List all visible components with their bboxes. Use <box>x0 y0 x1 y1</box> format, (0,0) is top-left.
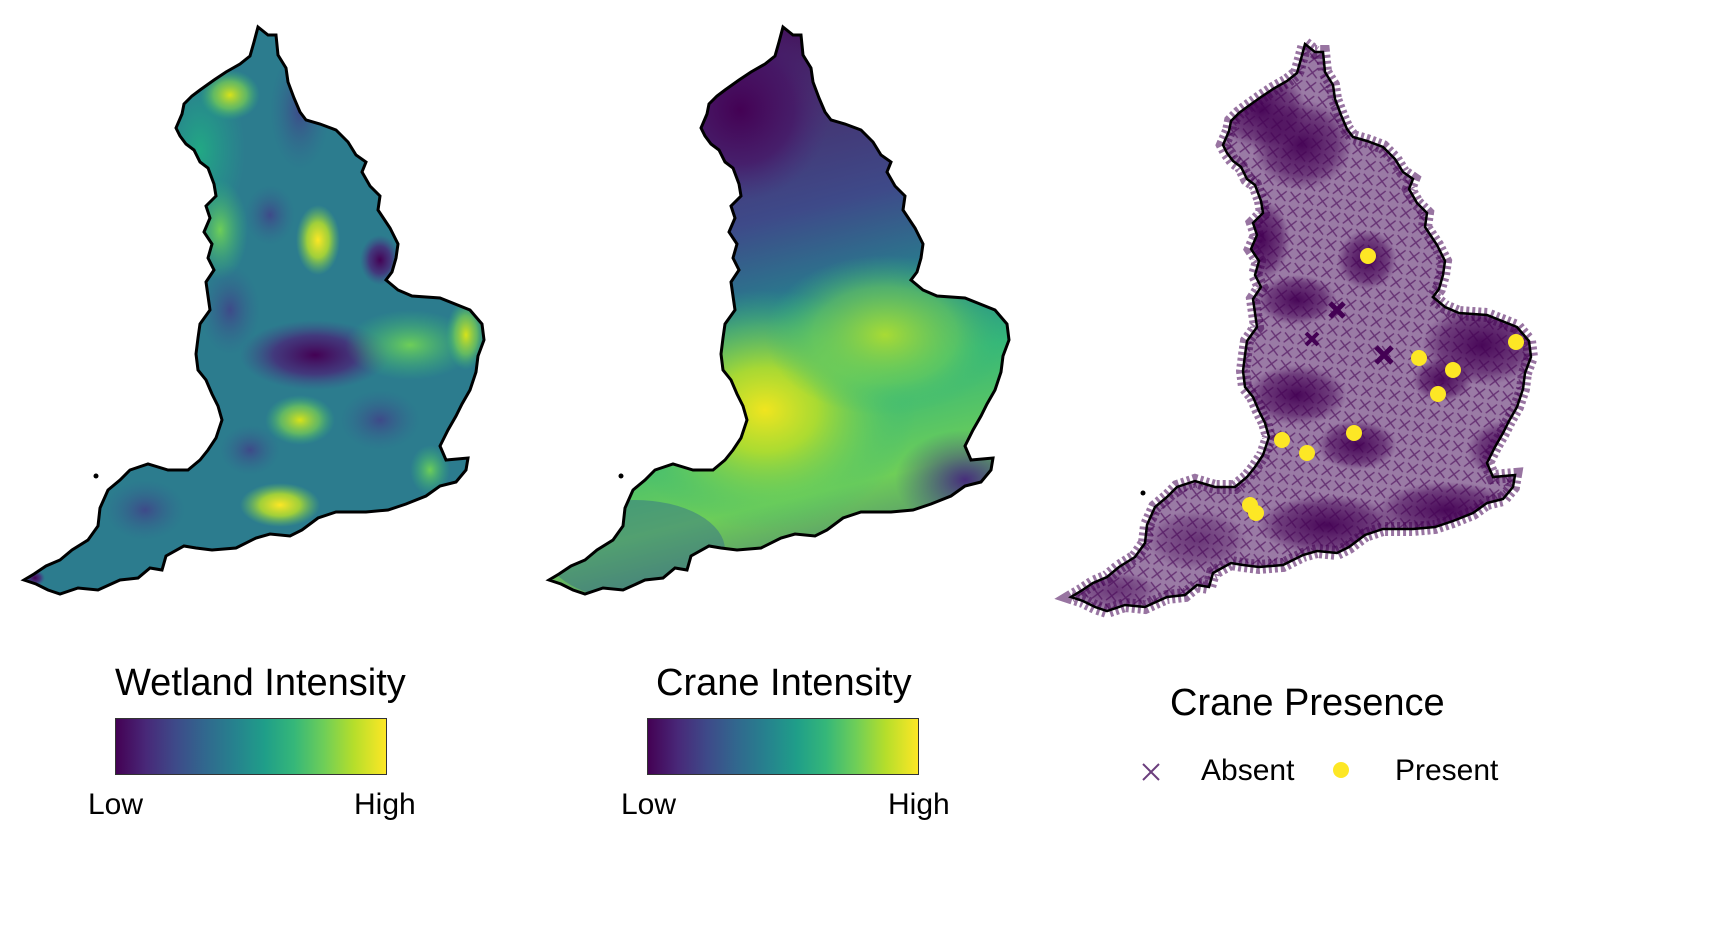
crane-intensity-panel: Crane Intensity Low High <box>525 0 1050 939</box>
crane-colorbar <box>647 718 919 775</box>
present-legend-label: Present <box>1395 754 1499 787</box>
presence-legend-title: Crane Presence <box>1170 682 1445 724</box>
crane-high-label: High <box>888 788 950 821</box>
present-dot-icon <box>1333 762 1349 778</box>
crane-legend-title: Crane Intensity <box>656 662 912 704</box>
absent-x-icon <box>1142 763 1160 781</box>
wetland-intensity-map <box>22 25 486 596</box>
crane-presence-map <box>1047 0 1731 660</box>
island-marker <box>1140 490 1146 496</box>
island-marker <box>618 473 624 479</box>
crane-low-label: Low <box>621 788 677 821</box>
present-point <box>1274 432 1290 448</box>
present-point <box>1508 334 1524 350</box>
crane-presence-panel: Crane Presence Absent Present <box>1047 0 1731 939</box>
present-point <box>1346 425 1362 441</box>
present-point <box>1360 248 1376 264</box>
island-marker <box>93 473 99 479</box>
crane-intensity-map <box>547 25 1011 596</box>
wetland-intensity-panel: Wetland Intensity Low High <box>0 0 525 939</box>
wetland-legend-title: Wetland Intensity <box>115 662 406 704</box>
crane-raster <box>549 27 1009 594</box>
wetland-raster <box>24 27 484 594</box>
present-point <box>1411 350 1427 366</box>
presence-map-fill <box>1047 0 1731 660</box>
present-point <box>1445 362 1461 378</box>
wetland-low-label: Low <box>88 788 144 821</box>
absent-legend-label: Absent <box>1201 754 1295 787</box>
wetland-colorbar <box>115 718 387 775</box>
present-point <box>1430 386 1446 402</box>
present-point <box>1248 505 1264 521</box>
present-points <box>1242 248 1524 521</box>
wetland-high-label: High <box>354 788 416 821</box>
absent-markers-large <box>1304 301 1394 365</box>
present-point <box>1299 445 1315 461</box>
